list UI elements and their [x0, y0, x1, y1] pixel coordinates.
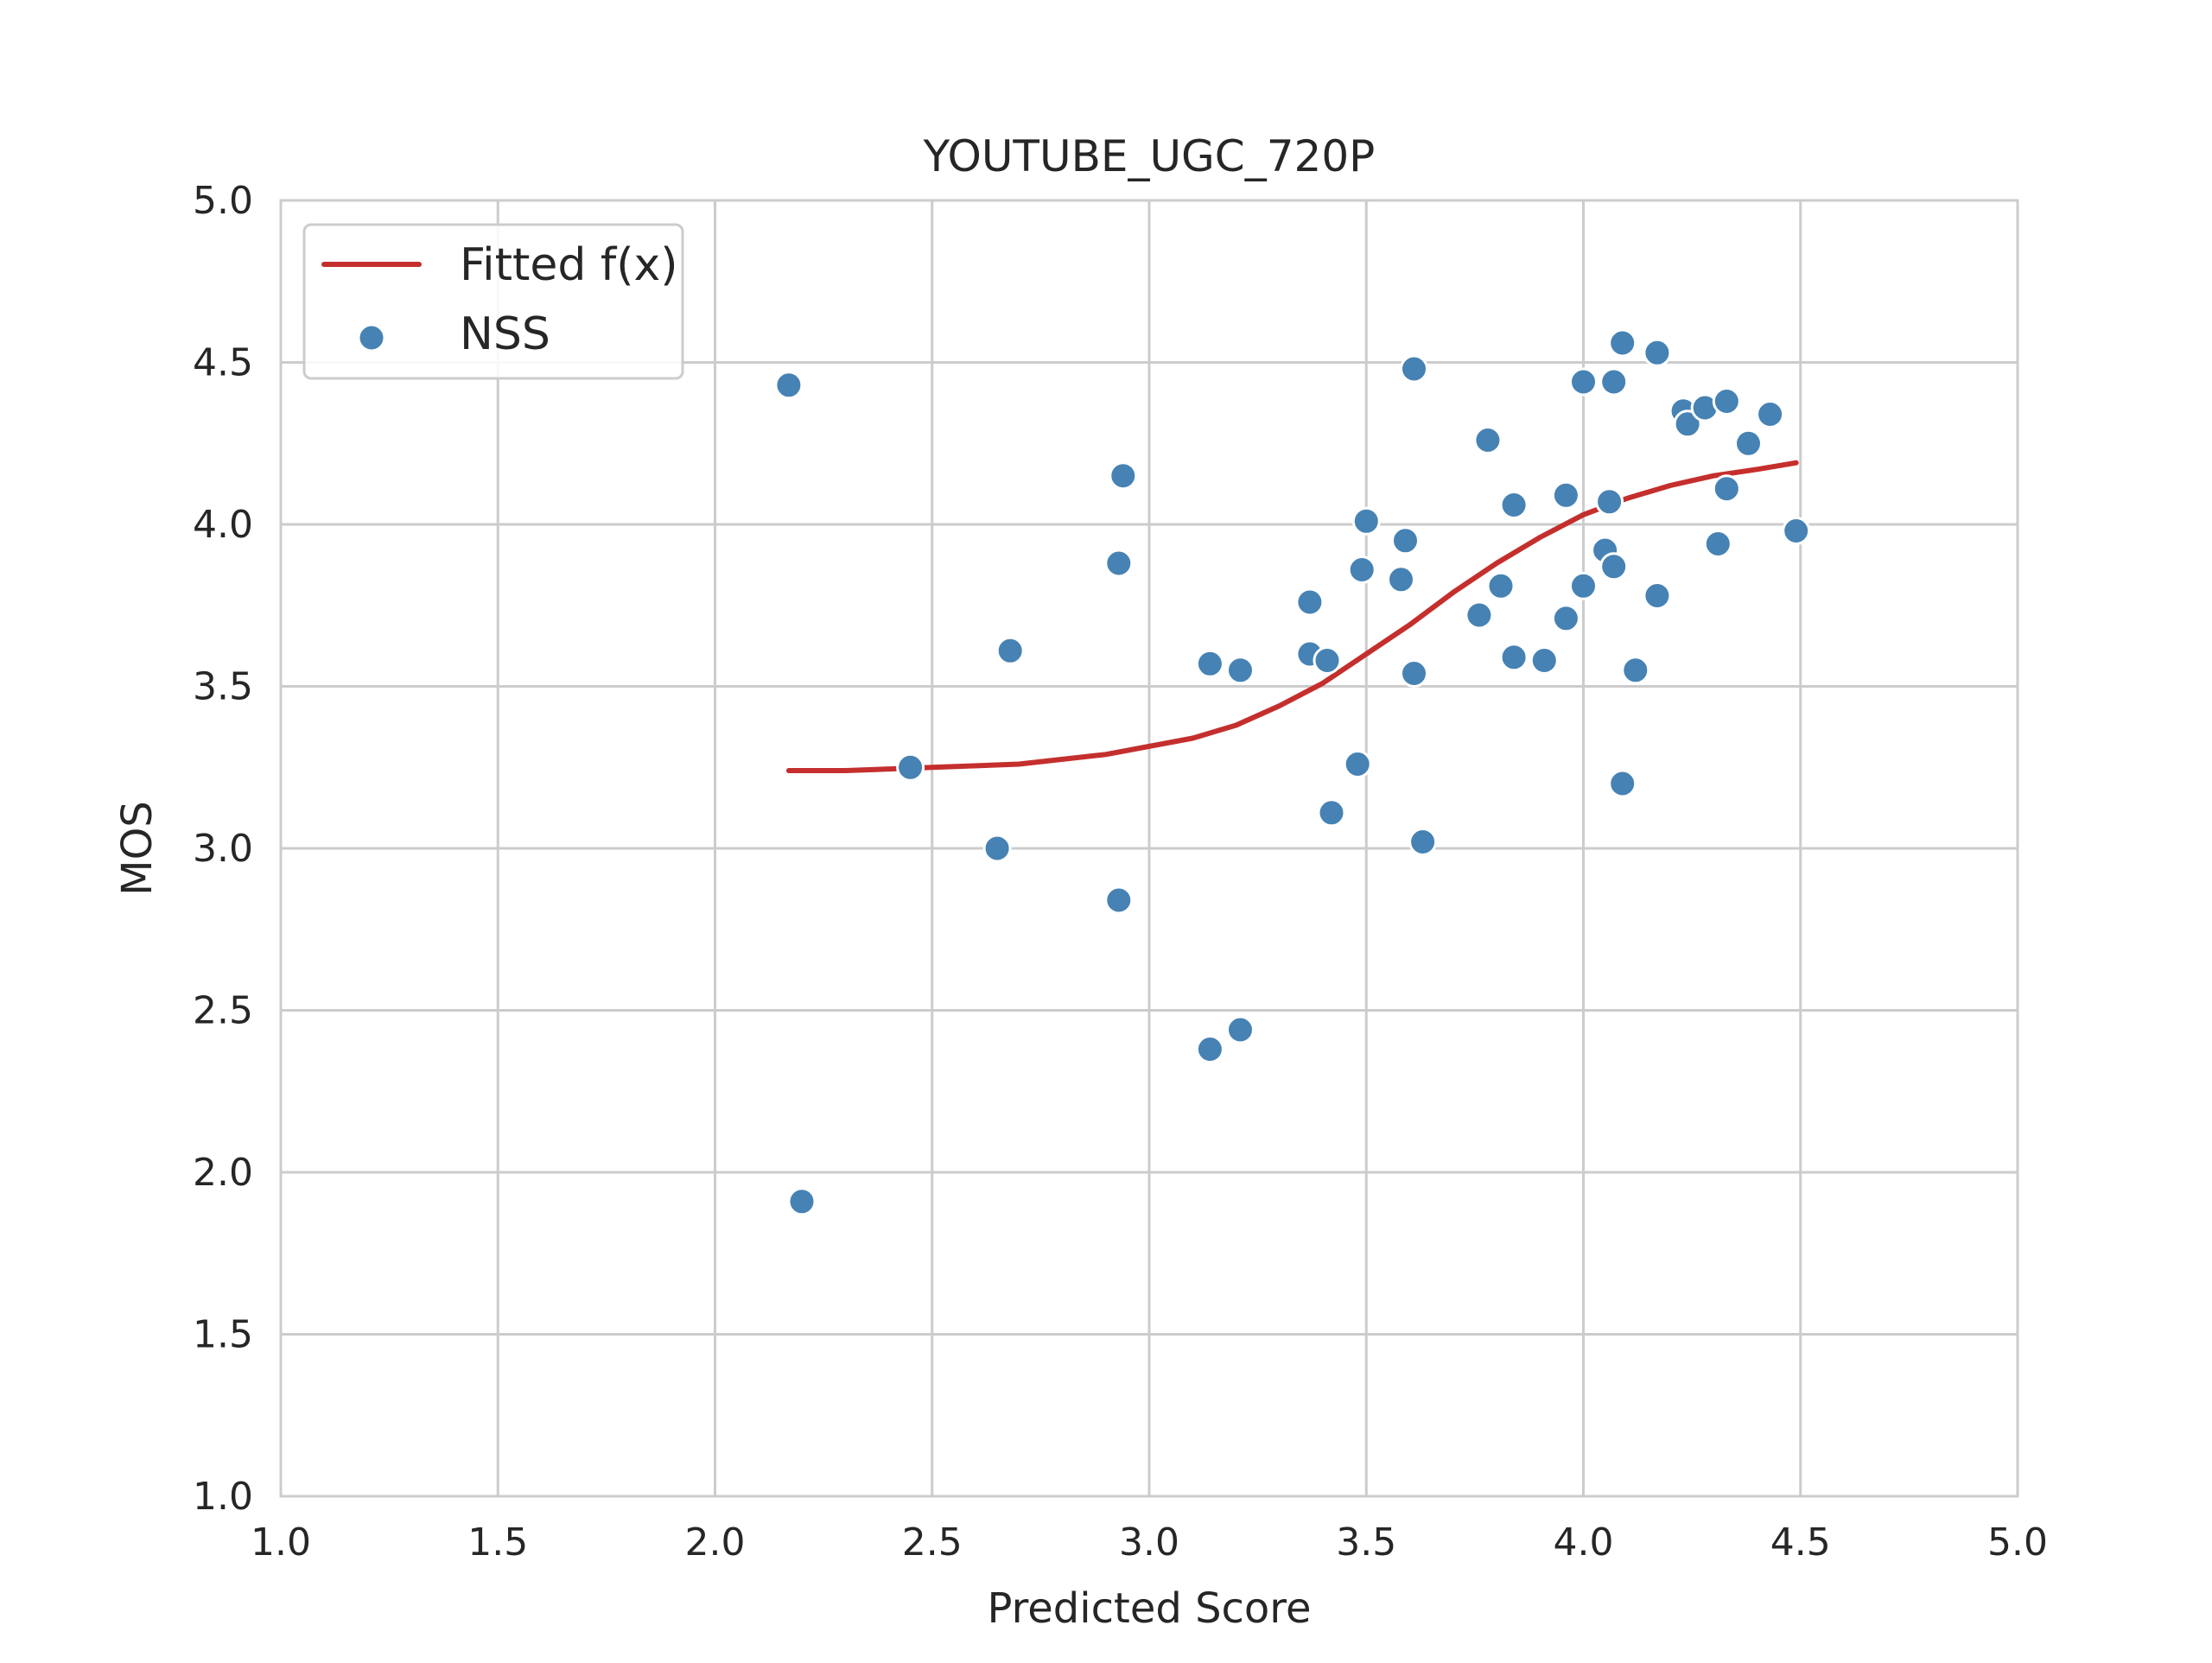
- x-tick-label: 2.0: [685, 1520, 746, 1565]
- y-tick-label: 2.0: [193, 1151, 253, 1195]
- scatter-point: [1351, 506, 1381, 536]
- scatter-point: [1195, 1035, 1224, 1063]
- scatter-point: [1643, 581, 1672, 610]
- scatter-point: [1529, 646, 1559, 675]
- scatter-point: [1400, 354, 1428, 384]
- scatter-point: [1104, 885, 1134, 915]
- legend: Fitted f(x) NSS: [302, 223, 684, 380]
- grid: [279, 199, 2019, 1498]
- fitted-line-layer: [785, 460, 1799, 773]
- scatter-point: [1599, 367, 1629, 397]
- scatter-point: [1599, 552, 1629, 581]
- scatter-point: [787, 1187, 817, 1216]
- x-tick-label: 3.0: [1119, 1520, 1179, 1565]
- scatter-point: [1643, 338, 1672, 367]
- scatter-points-layer: [774, 328, 1811, 1216]
- scatter-point: [1551, 480, 1580, 510]
- scatter-point: [1499, 491, 1529, 519]
- scatter-point: [1473, 426, 1503, 454]
- y-tick-label: 3.5: [193, 665, 253, 709]
- y-tick-label: 1.5: [193, 1313, 253, 1357]
- y-tick-label: 4.0: [193, 503, 253, 547]
- x-tick-label: 4.0: [1554, 1520, 1614, 1565]
- legend-point-swatch: [357, 323, 386, 352]
- x-tick-label: 3.5: [1336, 1520, 1396, 1565]
- scatter-point: [1608, 769, 1637, 798]
- chart-title: YOUTUBE_UGC_720P: [923, 131, 1376, 181]
- plot-frame: [279, 199, 2019, 1498]
- scatter-point: [1104, 549, 1134, 578]
- tick-labels: 1.0 1.5 2.0 2.5 3.0 3.5 4.0 4.5 5.0 1.0 1.5 2.0 2.5 3…: [193, 179, 2048, 1565]
- scatter-point: [1782, 517, 1811, 545]
- scatter-point: [1226, 656, 1255, 685]
- scatter-point: [774, 371, 804, 400]
- scatter-point: [1712, 387, 1741, 416]
- scatter-point: [1569, 367, 1598, 397]
- scatter-point: [1712, 474, 1741, 504]
- scatter-point: [1608, 328, 1637, 358]
- scatter-point: [982, 834, 1012, 863]
- y-tick-label: 3.0: [193, 827, 253, 871]
- scatter-point: [1109, 461, 1138, 491]
- scatter-point: [1343, 750, 1372, 778]
- x-axis-label: Predicted Score: [987, 1584, 1311, 1633]
- scatter-point: [1347, 555, 1376, 584]
- scatter-point: [1734, 428, 1763, 458]
- scatter-point: [1486, 571, 1516, 600]
- y-tick-label: 4.5: [193, 341, 253, 385]
- y-axis-label: MOS: [113, 801, 162, 896]
- x-tick-label: 4.5: [1770, 1520, 1831, 1565]
- scatter-point: [1226, 1015, 1255, 1044]
- scatter-point: [1408, 828, 1438, 856]
- scatter-point: [1465, 600, 1494, 630]
- legend-point-label: NSS: [460, 308, 550, 360]
- y-tick-label: 2.5: [193, 989, 253, 1033]
- scatter-point: [1569, 571, 1598, 600]
- x-tick-label: 1.0: [251, 1520, 311, 1565]
- y-tick-label: 1.0: [193, 1475, 253, 1519]
- scatter-point: [1499, 643, 1529, 672]
- scatter-point: [1391, 526, 1420, 555]
- x-tick-label: 2.5: [902, 1520, 963, 1565]
- scatter-point: [896, 752, 925, 782]
- legend-line-label: Fitted f(x): [460, 239, 678, 291]
- scatter-point: [1673, 409, 1702, 439]
- scatter-point: [1313, 646, 1342, 675]
- scatter-point: [1317, 798, 1346, 828]
- scatter-point: [1195, 649, 1224, 678]
- x-tick-label: 1.5: [467, 1520, 528, 1565]
- scatter-point: [1295, 587, 1325, 617]
- x-tick-label: 5.0: [1987, 1520, 2048, 1565]
- scatter-point: [1551, 604, 1580, 633]
- y-tick-label: 5.0: [193, 179, 253, 223]
- scatter-point: [1595, 487, 1624, 517]
- scatter-point: [995, 636, 1025, 665]
- scatter-point: [1756, 400, 1785, 428]
- scatter-point: [1703, 530, 1732, 558]
- scatter-point: [1400, 659, 1428, 688]
- fitted-curve-line: [785, 460, 1799, 773]
- scatter-point: [1387, 565, 1415, 594]
- scatter-point: [1621, 656, 1650, 685]
